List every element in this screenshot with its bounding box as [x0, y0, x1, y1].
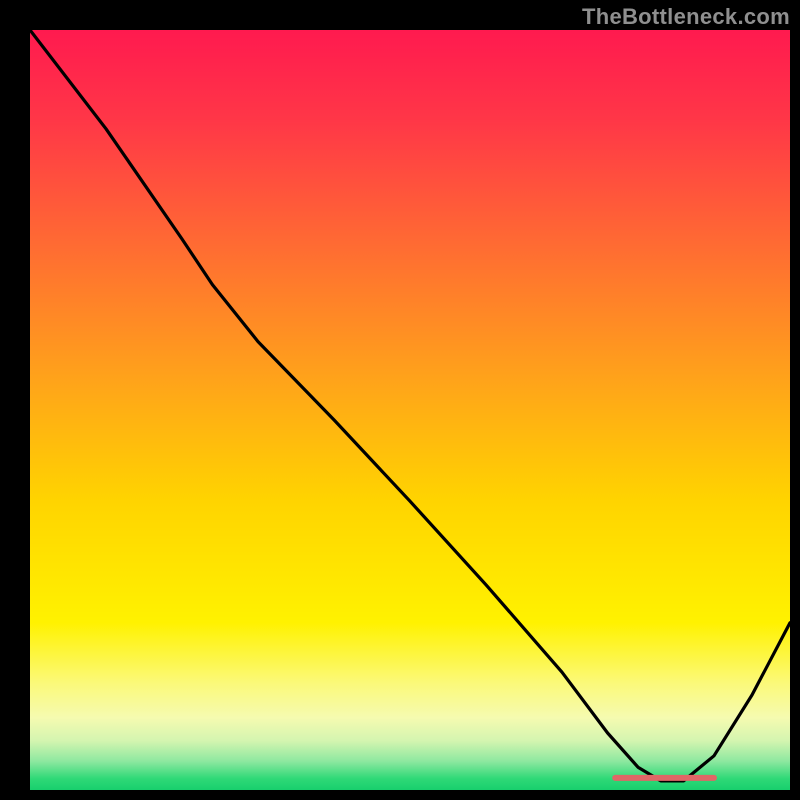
plot-area — [30, 30, 790, 790]
chart-container: TheBottleneck.com — [0, 0, 800, 800]
curve-overlay — [30, 30, 790, 790]
curve-path — [30, 30, 790, 781]
watermark-text: TheBottleneck.com — [582, 4, 790, 30]
